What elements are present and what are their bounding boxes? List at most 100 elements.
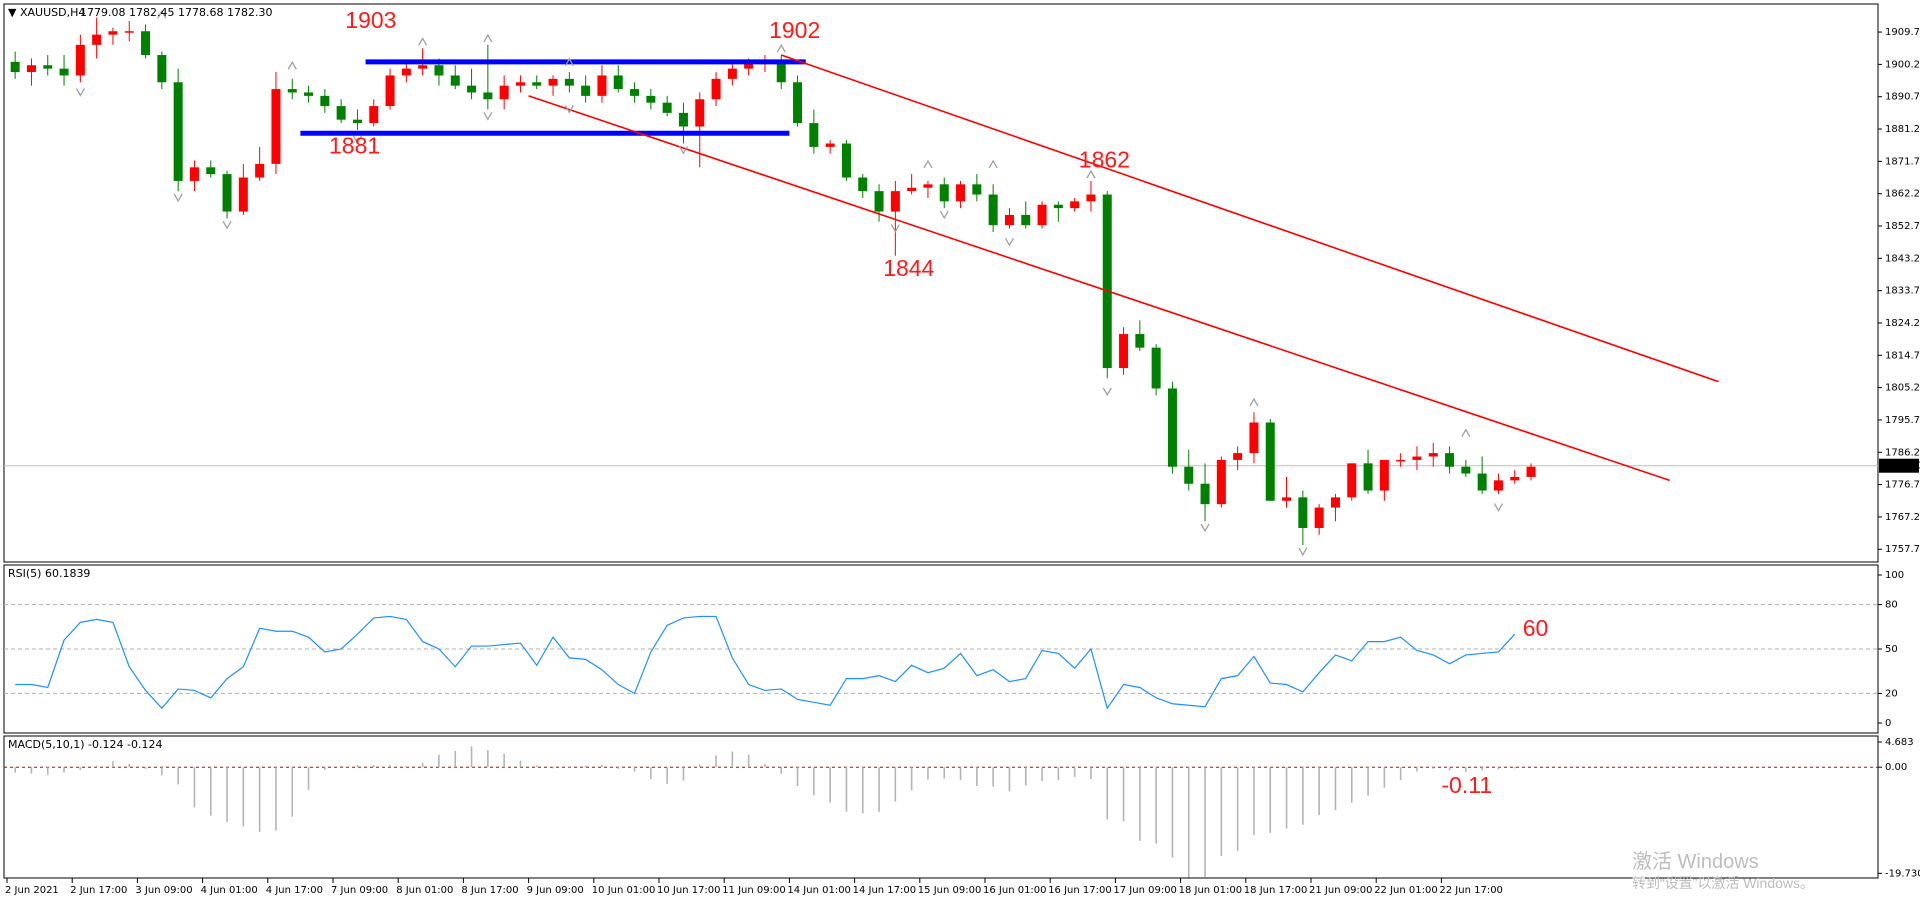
candle bbox=[727, 61, 737, 86]
candle-body bbox=[1135, 334, 1145, 348]
time-tick-label: 2 Jun 2021 bbox=[5, 885, 59, 896]
price-tick-label: 1900.25 bbox=[1885, 59, 1920, 70]
channel-line[interactable] bbox=[528, 95, 1670, 482]
price-tick-label: 1776.75 bbox=[1885, 480, 1920, 491]
candle-body bbox=[483, 92, 493, 100]
fractal-arrow-icon bbox=[483, 33, 493, 43]
candles-group bbox=[10, 17, 1536, 545]
menu-icon[interactable]: ▼ bbox=[8, 6, 17, 19]
candle-body bbox=[385, 75, 395, 107]
price-tick-label: 1814.75 bbox=[1885, 350, 1920, 361]
candle bbox=[907, 174, 917, 195]
candle bbox=[711, 72, 721, 107]
candle bbox=[923, 180, 933, 198]
candle bbox=[75, 34, 85, 83]
candle-body bbox=[1477, 473, 1487, 491]
candle bbox=[1053, 201, 1063, 222]
rsi-tick-label: 0 bbox=[1885, 718, 1891, 729]
candle-body bbox=[630, 89, 640, 96]
candle bbox=[515, 75, 525, 93]
candle bbox=[678, 102, 688, 144]
candle-body bbox=[369, 106, 379, 124]
candle-body bbox=[238, 177, 248, 212]
candle-body bbox=[320, 95, 330, 107]
candle bbox=[157, 51, 167, 90]
candle-body bbox=[1510, 476, 1520, 481]
fractal-arrow-icon bbox=[418, 37, 428, 46]
channel-line[interactable] bbox=[780, 54, 1719, 383]
candle bbox=[1396, 453, 1406, 467]
candle bbox=[956, 180, 966, 209]
price-tick-label: 1805.25 bbox=[1885, 383, 1920, 394]
time-tick-label: 14 Jun 01:00 bbox=[787, 885, 851, 896]
candle-body bbox=[1249, 422, 1259, 454]
candle-body bbox=[564, 78, 574, 86]
fractal-arrow-icon bbox=[939, 210, 949, 220]
candle bbox=[1526, 463, 1536, 481]
candle bbox=[1265, 419, 1275, 501]
candle-body bbox=[59, 68, 69, 76]
price-annotation: 1881 bbox=[329, 133, 380, 159]
candle bbox=[92, 17, 102, 59]
candle-body bbox=[1347, 463, 1357, 498]
candle-body bbox=[988, 194, 998, 226]
candle bbox=[825, 140, 835, 154]
candle bbox=[1493, 473, 1503, 494]
time-tick-label: 18 Jun 01:00 bbox=[1179, 885, 1243, 896]
fractal-arrow-icon bbox=[75, 88, 85, 97]
candle-body bbox=[450, 75, 460, 86]
candle bbox=[271, 72, 281, 175]
time-tick-label: 8 Jun 01:00 bbox=[396, 885, 453, 896]
candle bbox=[890, 180, 900, 256]
candle-body bbox=[907, 187, 917, 192]
macd-title: MACD(5,10,1) -0.124 -0.124 bbox=[8, 738, 162, 751]
candle bbox=[597, 65, 607, 103]
candle bbox=[1461, 459, 1471, 477]
time-tick-label: 9 Jun 09:00 bbox=[527, 885, 584, 896]
price-tick-label: 1824.25 bbox=[1885, 318, 1920, 329]
fractal-arrow-icon bbox=[890, 224, 900, 233]
candle bbox=[320, 89, 330, 113]
candle-body bbox=[92, 34, 102, 45]
candle bbox=[809, 109, 819, 154]
candle bbox=[988, 184, 998, 232]
candle-body bbox=[1330, 497, 1340, 508]
price-annotation: 1862 bbox=[1079, 146, 1130, 172]
candle bbox=[59, 55, 69, 86]
time-tick-label: 16 Jun 17:00 bbox=[1048, 885, 1112, 896]
candle-body bbox=[890, 191, 900, 212]
macd-panel[interactable]: -0.11 4.683 0.00 -19.730 MACD(5,10,1) -0.1… bbox=[3, 735, 1920, 879]
time-tick-label: 22 Jun 01:00 bbox=[1374, 885, 1438, 896]
price-tick-label: 1890.75 bbox=[1885, 92, 1920, 103]
candle bbox=[858, 174, 868, 198]
fractal-arrow-icon bbox=[222, 220, 232, 230]
price-tick-label: 1881.25 bbox=[1885, 124, 1920, 135]
candle-body bbox=[1021, 214, 1031, 226]
candle-body bbox=[26, 65, 36, 73]
symbol-label: XAUUSD,H4 bbox=[20, 6, 85, 19]
price-tick-label: 1871.75 bbox=[1885, 156, 1920, 167]
rsi-panel[interactable]: 60 100 80 50 20 0 RSI(5) 60.1839 bbox=[3, 564, 1904, 734]
candle-body bbox=[727, 68, 737, 79]
candle-body bbox=[532, 82, 542, 86]
candle bbox=[874, 184, 884, 222]
candle-body bbox=[222, 174, 232, 212]
candle bbox=[1249, 412, 1259, 464]
candle-body bbox=[956, 184, 966, 202]
candle bbox=[1379, 459, 1389, 501]
time-tick-label: 16 Jun 01:00 bbox=[983, 885, 1047, 896]
candle-body bbox=[434, 65, 444, 76]
time-tick-label: 15 Jun 09:00 bbox=[918, 885, 982, 896]
candle-body bbox=[1314, 507, 1324, 528]
fractal-arrow-icon bbox=[157, 9, 167, 19]
price-annotation: 1903 bbox=[345, 7, 396, 33]
candle-body bbox=[1493, 480, 1503, 491]
price-tick-label: 1786.25 bbox=[1885, 447, 1920, 458]
watermark-subtitle: 转到“设置”以激活 Windows。 bbox=[1632, 875, 1814, 891]
time-tick-label: 3 Jun 09:00 bbox=[135, 885, 192, 896]
candle bbox=[450, 65, 460, 90]
rsi-axis: 100 80 50 20 0 bbox=[1878, 570, 1904, 729]
price-panel[interactable]: 1903 1881 1902 1862 1844 1909.75 1900.25 1890.… bbox=[3, 3, 1920, 563]
candle-body bbox=[695, 99, 705, 127]
